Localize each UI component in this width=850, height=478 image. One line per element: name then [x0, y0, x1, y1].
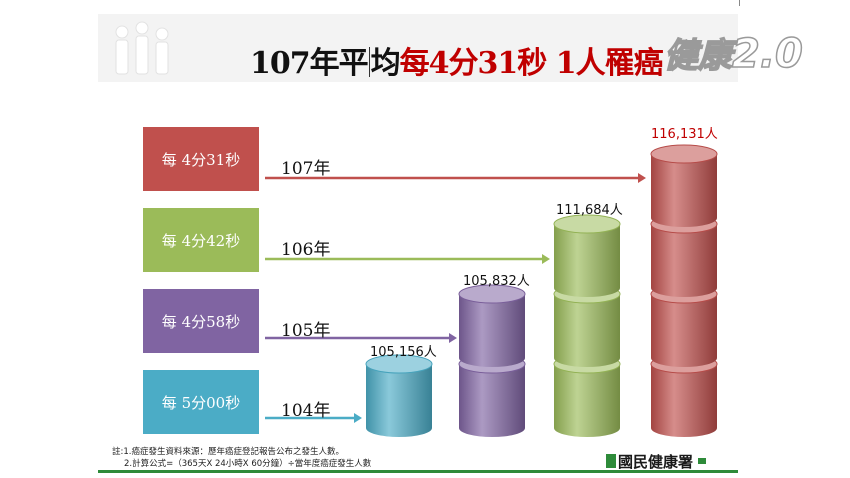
title-band	[98, 14, 738, 82]
logo-text: 國民健康署	[618, 452, 694, 471]
cylinder-segment-107年-1	[650, 354, 718, 437]
interval-box-104: 每 5分00秒	[143, 370, 259, 434]
footer-bar	[98, 470, 738, 473]
logo-mark-icon	[606, 454, 616, 468]
year-label-106: 106年	[281, 240, 331, 260]
year-label-107: 107年	[281, 159, 331, 179]
value-label-105: 105,832人	[463, 274, 530, 289]
arrow-106年	[265, 254, 550, 264]
interval-box-106: 每 4分42秒	[143, 208, 259, 272]
year-label-104: 104年	[281, 401, 331, 421]
interval-label-107: 每 4分31秒	[161, 150, 241, 169]
interval-box-105: 每 4分58秒	[143, 289, 259, 353]
text-cursor	[368, 47, 370, 77]
brand-text: 健康	[663, 35, 733, 77]
title-prefix: 107年平	[250, 46, 369, 81]
cylinder-segment-107年-2	[650, 284, 718, 367]
value-label-104: 105,156人	[370, 345, 437, 360]
cylinder-segment-106年-2	[553, 284, 621, 367]
year-label-105: 105年	[281, 321, 331, 341]
cylinder-segment-106年-1	[553, 354, 621, 437]
cylinder-segment-105年-2	[458, 284, 526, 367]
arrow-105年	[265, 333, 457, 343]
interval-box-107: 每 4分31秒	[143, 127, 259, 191]
page-title: 107年平 均每4分31秒 1人罹癌	[250, 38, 664, 82]
title-suffix: 均	[370, 46, 401, 81]
cylinder-segment-104年-1	[365, 354, 433, 437]
leaf-icon	[698, 458, 707, 464]
value-label-107: 116,131人	[651, 127, 718, 142]
cylinder-segment-105年-1	[458, 354, 526, 437]
interval-label-104: 每 5分00秒	[161, 393, 241, 412]
people-decoration-icon	[115, 21, 169, 75]
footnote-line-2: 2.計算公式=（365天X 24小時X 60分鐘）÷當年度癌症發生人數	[124, 459, 372, 469]
footnote: 註:1.癌症發生資料來源：歷年癌症登記報告公布之發生人數。 2.計算公式=（36…	[112, 446, 371, 470]
footnote-line-1: 註:1.癌症發生資料來源：歷年癌症登記報告公布之發生人數。	[112, 447, 344, 457]
agency-logo: 國民健康署	[606, 452, 707, 471]
cylinder-segment-106年-3	[553, 214, 621, 297]
title-highlight: 每4分31秒 1人罹癌	[399, 46, 664, 81]
arrow-107年	[265, 173, 646, 183]
value-label-106: 111,684人	[556, 203, 623, 218]
brand-logo: 健康2.0	[663, 28, 803, 78]
cylinder-segment-107年-3	[650, 214, 718, 297]
interval-label-106: 每 4分42秒	[161, 231, 241, 250]
cylinder-segment-107年-4	[650, 144, 718, 227]
brand-number: 2.0	[731, 30, 803, 78]
interval-label-105: 每 4分58秒	[161, 312, 241, 331]
corner-tick	[739, 0, 740, 6]
arrow-104年	[265, 413, 362, 423]
